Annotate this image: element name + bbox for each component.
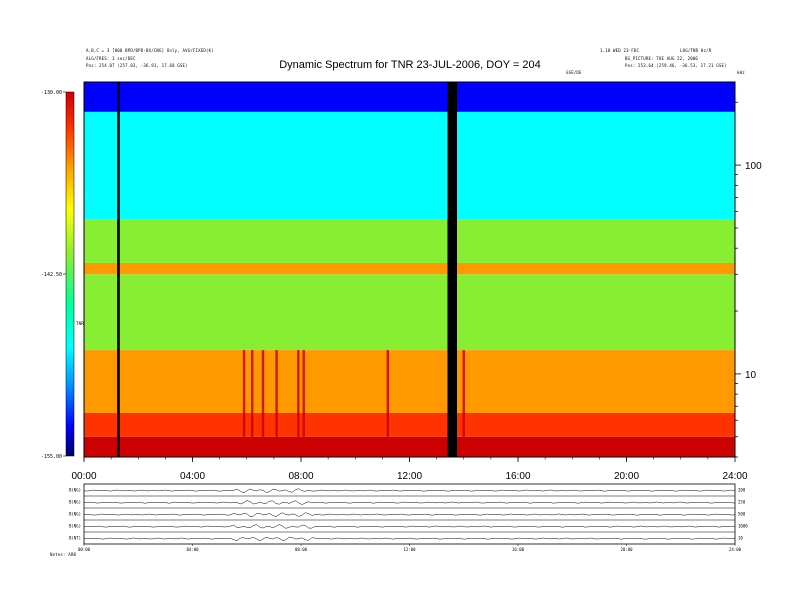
panel-x-tick-label: 24:00	[729, 547, 742, 552]
panel-trace	[83, 536, 736, 542]
panel-label: B(NG)	[69, 500, 81, 505]
colorbar-tick-label: -155.00	[41, 454, 62, 460]
panel-trace	[83, 488, 736, 494]
unit-label: kHz	[737, 70, 745, 75]
colorbar-tick-label: -130.00	[41, 90, 62, 96]
panel-label: B(NG)	[69, 488, 81, 493]
spectrogram-image	[84, 82, 735, 457]
band-2	[84, 350, 735, 413]
burst-0	[242, 350, 246, 457]
band-1	[84, 412, 735, 437]
bottom-panels: B(NG) 200 B(NG) 250 B(NG) 500 B(NG) 1000 B(NT) 10…	[69, 483, 748, 552]
header-left-line1: A,B,C = 3 [000 BPD/BPD-BX/CNG] Only, AVG…	[86, 48, 214, 53]
x-tick-label: 16:00	[505, 471, 530, 482]
panel-scale-label: 250	[738, 500, 746, 505]
panel-trace	[83, 500, 736, 505]
y-axis: 100 10	[735, 101, 762, 458]
panel-scale-label: 10	[738, 536, 743, 541]
x-tick-label: 12:00	[397, 471, 422, 482]
x-tick-label: 00:00	[71, 471, 96, 482]
panel-trace	[83, 524, 736, 529]
band-4	[84, 262, 735, 275]
band-0	[84, 436, 735, 457]
header-left-line2: ALG/FRES: 3 sec/DEC	[86, 56, 136, 61]
x-tick-label: 08:00	[288, 471, 313, 482]
panel-x-tick-label: 04:00	[186, 547, 199, 552]
colorbar-unit: TNR	[76, 321, 84, 326]
panels-frame	[83, 483, 736, 545]
header-right-line1: 1.10 WED 23-FDC	[600, 48, 640, 53]
burst-5	[302, 350, 305, 457]
panel-x-tick-label: 16:00	[512, 547, 525, 552]
panel-scale-label: 1000	[738, 524, 748, 529]
header-left-line3: Pos: 254.07 (257.03, -36.91, 17.68 GSE)	[86, 63, 188, 68]
panel-label: B(NG)	[69, 512, 81, 517]
header-right-line4: Pos: 253.64 (259.46, -36.53, 17.21 GSE)	[625, 63, 727, 68]
band-7	[84, 111, 735, 198]
x-tick-label: 24:00	[722, 471, 747, 482]
chart-title: Dynamic Spectrum for TNR 23-JUL-2006, DO…	[279, 59, 541, 71]
panel-trace	[83, 512, 736, 517]
band-5	[84, 219, 735, 263]
colorbar	[65, 91, 75, 457]
data-gap-0	[117, 82, 120, 457]
colorbar-tick-label: -142.50	[41, 272, 62, 278]
panel-label: B(NT)	[69, 536, 81, 541]
burst-6	[386, 350, 389, 457]
panel-x-tick-label: 20:00	[620, 547, 633, 552]
footer-notes: Notes: ARB	[50, 552, 77, 557]
panel-scale-label: 200	[738, 488, 746, 493]
burst-2	[261, 350, 265, 457]
x-axis: 00:00 04:00 08:00 12:00 16:00 20:00 24:00	[71, 457, 748, 482]
panel-x-tick-label: 00:00	[78, 547, 91, 552]
burst-7	[462, 350, 465, 457]
band-3	[84, 274, 735, 351]
y-tick-label: 10	[745, 370, 757, 381]
band-8	[84, 82, 735, 112]
burst-3	[275, 350, 278, 457]
colorbar-ticks: -130.00 -142.50 -155.00	[41, 90, 66, 460]
header-right-line3: BG_PICTURE: TUE AUG 22, 2006	[625, 56, 699, 61]
small-axis-label: GSE/DE	[566, 70, 582, 75]
burst-4	[297, 350, 300, 457]
header-right-line2: LOG/TNR Hz/R	[680, 48, 712, 53]
y-tick-label: 100	[745, 161, 762, 172]
data-gap-1	[447, 82, 457, 457]
x-tick-label: 04:00	[180, 471, 205, 482]
panel-scale-label: 500	[738, 512, 746, 517]
panel-x-tick-label: 12:00	[403, 547, 416, 552]
burst-1	[250, 350, 254, 457]
panel-label: B(NG)	[69, 524, 81, 529]
panel-x-tick-label: 08:00	[295, 547, 308, 552]
band-6	[84, 197, 735, 220]
x-tick-label: 20:00	[614, 471, 639, 482]
data-gaps	[117, 82, 457, 457]
